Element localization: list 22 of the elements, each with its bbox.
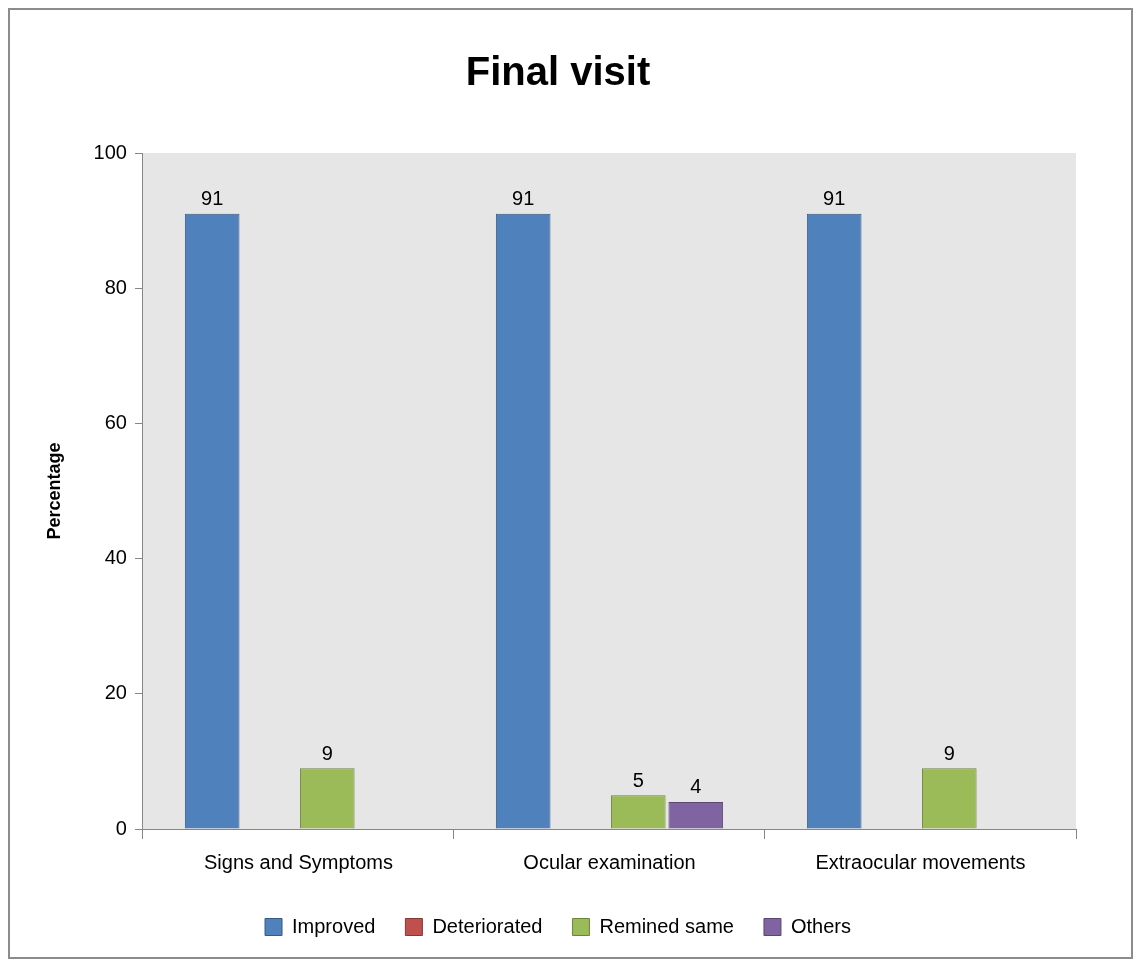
x-tick-label: Ocular examination [523, 850, 696, 873]
y-tick-label: 40 [104, 546, 127, 569]
data-label: 5 [632, 768, 644, 791]
data-label: 4 [690, 775, 702, 798]
data-label: 91 [512, 187, 535, 210]
data-label: 91 [201, 187, 224, 210]
y-tick-label: 20 [104, 681, 127, 704]
y-tick-label: 0 [115, 816, 127, 839]
data-label: 9 [321, 741, 333, 764]
y-tick-label: 100 [93, 140, 127, 163]
y-tick-label: 80 [104, 275, 127, 298]
x-tick-label: Extraocular movements [815, 850, 1026, 873]
y-axis-title: Percentage [43, 442, 64, 540]
legend-label: Others [790, 914, 851, 937]
x-tick-label: Signs and Symptoms [203, 850, 393, 873]
y-tick-label: 60 [104, 410, 127, 433]
legend-label: Deteriorated [432, 914, 543, 937]
legend-label: Improved [292, 914, 376, 937]
data-label: 91 [823, 187, 846, 210]
data-label: 9 [943, 741, 955, 764]
chart-title: Final visit [465, 49, 651, 94]
legend-label: Remined same [599, 914, 734, 937]
